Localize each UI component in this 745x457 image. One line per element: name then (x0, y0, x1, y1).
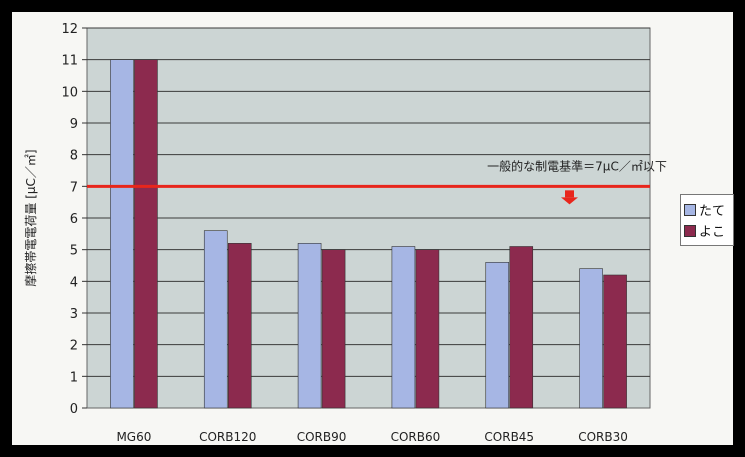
bar-corb90-tate (297, 243, 322, 409)
y-axis-label: 摩擦帯電電荷量 [μC／㎡] (23, 149, 38, 286)
y-tick-label: 12 (61, 22, 78, 37)
bar-corb45-yoko (509, 246, 534, 409)
y-tick-label: 9 (70, 117, 78, 132)
bar-corb30-tate (579, 268, 603, 409)
y-tick-label: 6 (70, 212, 78, 227)
x-tick-label-corb90: CORB90 (297, 430, 347, 444)
y-tick-label: 0 (70, 402, 78, 417)
y-tick-label: 5 (70, 244, 78, 259)
bar-mg60-tate (110, 59, 134, 409)
y-tick-label: 11 (61, 54, 78, 69)
x-tick-label-mg60: MG60 (116, 430, 151, 444)
legend-label-tate: たて (699, 204, 726, 219)
reference-line-group: 一般的な制電基準＝7μC／㎡以下 (87, 158, 667, 205)
bar-corb60-tate (391, 246, 416, 409)
y-axis-label-group: 摩擦帯電電荷量 [μC／㎡] (23, 149, 38, 286)
y-tick-label: 4 (70, 275, 78, 290)
bar-corb120-yoko (227, 243, 252, 409)
bar-corb120-tate (203, 230, 228, 409)
legend-label-yoko: よこ (699, 225, 726, 240)
x-tick-label-corb45: CORB45 (484, 430, 534, 444)
x-tick-label-corb120: CORB120 (199, 430, 256, 444)
y-tick-label: 10 (61, 85, 78, 100)
bars (110, 59, 627, 409)
legend-item-yoko: よこ (684, 220, 730, 241)
legend-swatch-tate (684, 203, 696, 216)
y-tick-label: 7 (70, 180, 78, 195)
y-tick-label: 8 (70, 149, 78, 164)
down-arrow-icon-stem (565, 190, 574, 198)
bar-mg60-yoko (134, 59, 158, 409)
x-tick-label-corb60: CORB60 (391, 430, 441, 444)
bar-corb90-yoko (321, 249, 346, 409)
down-arrow-icon (561, 197, 578, 205)
x-tick-label-corb30: CORB30 (578, 430, 628, 444)
y-tick-label: 2 (70, 339, 78, 354)
x-axis-ticks: MG60 CORB120 CORB90 CORB60 CORB45 CORB30 (116, 430, 627, 444)
legend: たて よこ (680, 194, 734, 246)
bar-corb45-tate (485, 262, 510, 409)
y-tick-label: 1 (70, 370, 78, 385)
bar-corb30-yoko (603, 274, 627, 409)
bar-corb60-yoko (415, 249, 440, 409)
legend-swatch-yoko (684, 224, 696, 237)
legend-item-tate: たて (684, 199, 730, 220)
y-tick-label: 3 (70, 307, 78, 322)
reference-line-label: 一般的な制電基準＝7μC／㎡以下 (487, 158, 667, 173)
chart-frame: 一般的な制電基準＝7μC／㎡以下 0 1 2 3 4 5 6 7 8 9 10 11 12 MG60 CO… (12, 12, 734, 445)
